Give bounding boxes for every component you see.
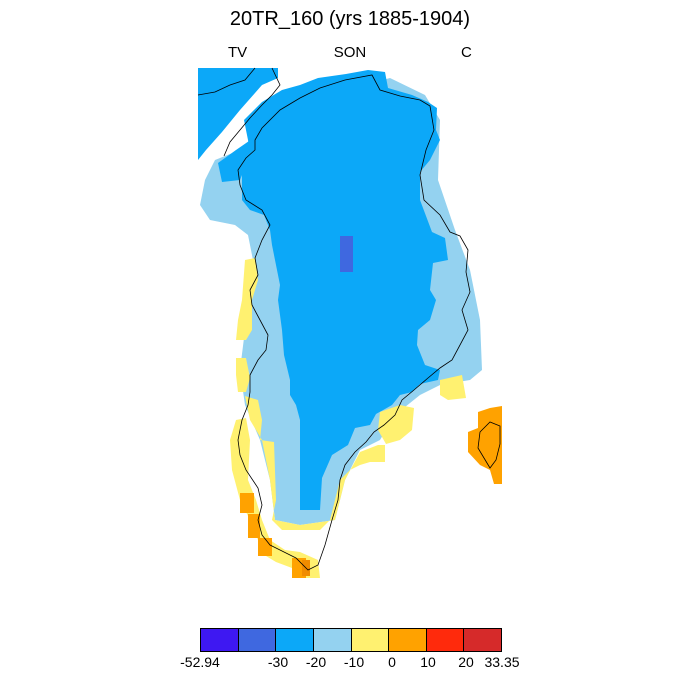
colorbar-swatch-1 [238, 629, 277, 651]
yellow-zone-southeast [440, 375, 466, 400]
orange-cell-1 [240, 493, 254, 513]
colorbar [200, 628, 502, 652]
yellow-zone-west [236, 258, 258, 340]
colorbar-label: -52.94 [180, 654, 220, 670]
colorbar-label: 20 [458, 654, 474, 670]
colorbar-swatch-4 [351, 629, 390, 651]
subtitle-left: TV [228, 44, 248, 61]
subtitle-center: SON [333, 44, 367, 61]
main-blue-zone [242, 70, 448, 510]
colorbar-label: 10 [420, 654, 436, 670]
colorbar-labels: -52.94 -30 -20 -10 0 10 20 33.35 [0, 654, 700, 674]
orange-cell-3 [258, 538, 272, 556]
colorbar-swatch-0 [201, 629, 239, 651]
colorbar-label: -30 [267, 654, 289, 670]
colorbar-swatch-3 [313, 629, 352, 651]
orange-zone-east-island [468, 406, 502, 484]
colorbar-label: 33.35 [484, 654, 520, 670]
map-title: 20TR_160 (yrs 1885-1904) [229, 8, 471, 30]
colorbar-label: -10 [343, 654, 365, 670]
subtitle-right: C [461, 44, 472, 61]
deep-blue-cell [340, 236, 353, 272]
yellow-zone-west-2 [236, 358, 250, 392]
yellow-zone-east [378, 405, 414, 444]
colorbar-swatch-7 [464, 629, 501, 651]
colorbar-swatch-6 [426, 629, 465, 651]
coastline [197, 67, 501, 571]
orange-cell-2 [248, 514, 260, 538]
colorbar-label: -20 [305, 654, 327, 670]
colorbar-swatch-2 [276, 629, 314, 651]
colorbar-swatch-5 [389, 629, 427, 651]
colorbar-label: 0 [388, 654, 396, 670]
yellow-zone-south [245, 396, 385, 530]
